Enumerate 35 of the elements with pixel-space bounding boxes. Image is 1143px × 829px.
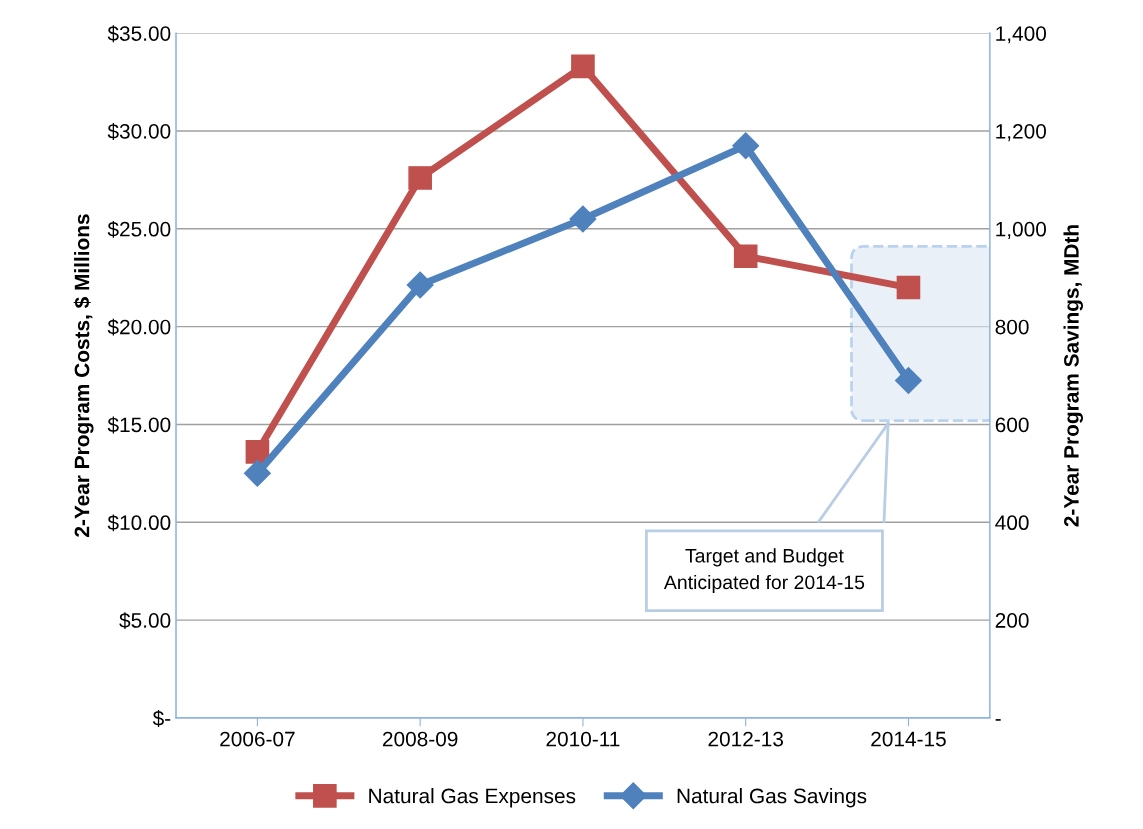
x-tick-label: 2010-11 bbox=[546, 731, 620, 747]
point bbox=[569, 205, 597, 233]
y-tick-label: $10.00 bbox=[107, 514, 171, 532]
x-tick-label: 2012-13 bbox=[708, 731, 784, 747]
y2-tick-label: 800 bbox=[995, 319, 1029, 335]
y2-tick-label: 200 bbox=[995, 613, 1029, 628]
legend-label: Natural Gas Expenses bbox=[369, 788, 576, 808]
point bbox=[408, 166, 432, 190]
point bbox=[733, 244, 758, 269]
y-tick-label: $25.00 bbox=[107, 220, 171, 238]
y2-tick-label: 1,200 bbox=[996, 123, 1047, 142]
point bbox=[571, 54, 595, 79]
y-tick-label: $- bbox=[152, 710, 171, 727]
x-tick-label: 2006-07 bbox=[220, 731, 295, 747]
legend-label: Natural Gas Savings bbox=[677, 788, 867, 808]
annotation: Target and Budget Anticipated for 2014-15 bbox=[663, 548, 865, 594]
point bbox=[732, 132, 760, 160]
y-tick-label: $15.00 bbox=[107, 416, 171, 434]
y2-axis-title: 2-Year Program Savings, MDth bbox=[1063, 225, 1084, 527]
point bbox=[243, 459, 271, 487]
y2-tick-label: 600 bbox=[995, 417, 1029, 433]
point bbox=[894, 366, 922, 394]
y-tick-label: $20.00 bbox=[107, 318, 171, 336]
y-tick-label: $5.00 bbox=[119, 612, 171, 630]
y2-tick-label: 1,000 bbox=[996, 221, 1047, 240]
x-tick-label: 2014-15 bbox=[871, 731, 946, 747]
y-tick-label: $35.00 bbox=[107, 25, 171, 43]
point bbox=[896, 275, 921, 300]
point bbox=[406, 271, 434, 299]
y2-tick-label: 1,400 bbox=[996, 26, 1047, 44]
y2-tick-label: - bbox=[995, 719, 1001, 721]
y-tick-label: $30.00 bbox=[107, 123, 171, 140]
y-axis-title: 2-Year Program Costs, $ Millions bbox=[73, 214, 94, 537]
y2-tick-label: 400 bbox=[995, 515, 1029, 531]
x-tick-label: 2008-09 bbox=[382, 731, 458, 747]
